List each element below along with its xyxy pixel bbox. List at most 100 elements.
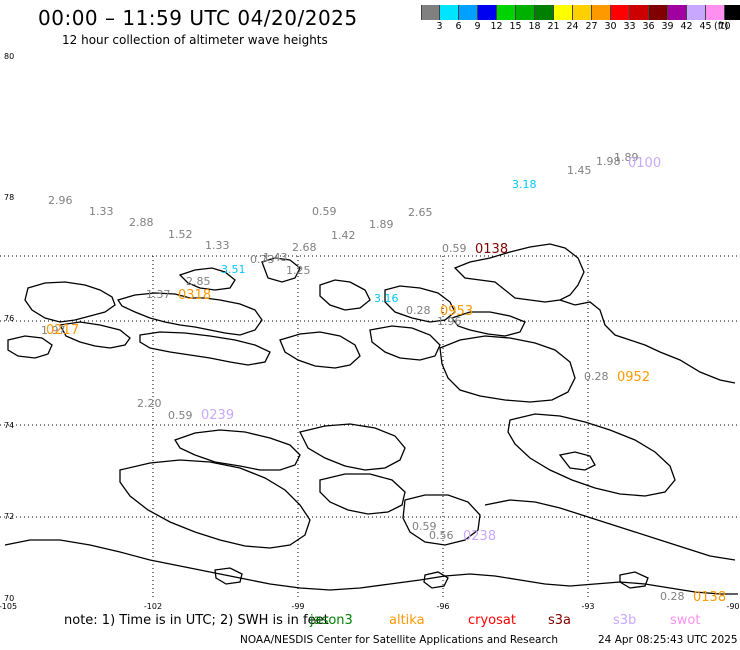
coastline-south-island-1 [174,429,301,471]
wave-height-value: 0.59 [312,205,337,218]
longitude-label: -96 [436,602,449,611]
wave-height-value: 0.56 [429,529,454,542]
wave-height-value: 2.68 [292,241,317,254]
satellite-legend-altika: altika [389,613,425,628]
coastline-west-island-3 [178,267,236,291]
wave-height-value: 1.98 [596,155,621,168]
coastline-boothia [402,494,481,546]
pass-time-label: 0952 [617,370,650,385]
coastline-small-2 [214,567,243,585]
axis-labels: 80 78 76 74 72 70-105 -102 -99 -96 -93 -90 [0,52,740,611]
wave-height-value: 2.96 [48,194,73,207]
wave-height-value: 1.52 [168,228,193,241]
latitude-label: 78 [4,193,14,202]
wave-height-value: 0.28 [584,370,609,383]
colorbar-swatch [725,5,740,20]
colorbar-swatch [687,5,706,20]
wave-height-value: 1.25 [286,264,311,277]
pass-time-label: 0100 [628,156,661,171]
coastline-small-1 [558,451,596,471]
satellite-legend-s3b: s3b [613,613,637,628]
colorbar-swatch [649,5,668,20]
wave-height-value: 3.51 [221,263,246,276]
coastline-northeast [559,299,736,384]
colorbar-tick-label: 24 [566,21,579,32]
latitude-label: 72 [4,512,14,521]
pass-time-label: 0217 [46,323,79,338]
colorbar-swatch [421,5,440,20]
coastlines [4,243,738,595]
wave-height-value: 2.20 [137,397,162,410]
longitude-label: -105 [0,602,17,611]
wave-height-value: 1.43 [263,251,288,264]
wave-height-value: 2.88 [129,216,154,229]
pass-time-label: 0318 [178,288,211,303]
wave-height-value: 2.85 [186,275,211,288]
wave-height-value: 1.42 [331,229,356,242]
wave-height-value: 2.65 [408,206,433,219]
wave-height-value: 1.96 [437,315,462,328]
wave-height-value: 1.33 [89,205,114,218]
coastline-southeast [484,499,736,561]
colorbar-swatch [554,5,573,20]
wave-height-value: 1.89 [369,218,394,231]
colorbar-unit: (ft) [714,21,729,32]
wave-height-value: 0.59 [412,520,437,533]
coastline-southeast-island [507,413,676,497]
wave-height-value: 3.16 [374,292,399,305]
colorbar-tick-label: 6 [455,21,462,32]
coastline-mid-island-3 [279,331,361,369]
coastline-west-island-4 [261,257,301,283]
coastline-south-center [319,473,406,515]
colorbar-swatch [516,5,535,20]
colorbar-swatch [535,5,554,20]
colorbar-tick-label: 9 [474,21,481,32]
wave-height-value: 1.45 [567,164,592,177]
colorbar-tick-label: 70 [718,21,731,32]
pass-time-label: 0138 [693,590,726,605]
colorbar-swatch [668,5,687,20]
coastline-mid-island-1 [58,321,131,349]
wave-height-value: 1.33 [205,239,230,252]
colorbar-tick-label: 15 [509,21,522,32]
coastline-west-island-2 [116,292,263,336]
colorbar-tick-label: 36 [642,21,655,32]
satellite-legend-cryosat: cryosat [468,613,516,628]
wave-height-colorbar [421,5,740,20]
map-subtitle: 12 hour collection of altimeter wave hei… [62,33,328,47]
colorbar-swatch [478,5,497,20]
wave-height-value: 1.37 [146,288,171,301]
colorbar-swatch [440,5,459,20]
coastline-west-island-1 [24,281,116,323]
colorbar-tick-label: 33 [623,21,636,32]
colorbar-swatch [706,5,725,20]
pass-time-label: 0953 [440,304,473,319]
map-title: 00:00 – 11:59 UTC 04/20/2025 [38,6,358,30]
wave-height-value: 1.89 [614,151,639,164]
colorbar-tick-label: 45 [699,21,712,32]
coastline-south-island-2 [299,423,406,471]
latitude-label: 76 [4,314,14,323]
timestamp: 24 Apr 08:25:43 UTC 2025 [598,634,738,646]
coastline-mid-island-2 [139,331,271,366]
satellite-legend-jason3: jason3 [310,613,353,628]
colorbar-tick-label: 39 [661,21,674,32]
colorbar-swatch [630,5,649,20]
colorbar-swatch [497,5,516,20]
wave-height-value: 0.73 [250,253,275,266]
satellite-legend-swot: swot [670,613,701,628]
coastline-northeast-2 [450,311,526,337]
coastline-devon-island [439,335,576,403]
colorbar-swatch [459,5,478,20]
colorbar-tick-label: 27 [585,21,598,32]
colorbar-tick-label: 12 [490,21,503,32]
coastline-north-island [453,243,585,303]
wave-height-value: 0.59 [442,242,467,255]
colorbar-tick-label: 21 [547,21,560,32]
colorbar-tick-label: 3 [436,21,443,32]
latitude-label: 80 [4,52,14,61]
footer-credit: NOAA/NESDIS Center for Satellite Applica… [240,634,738,646]
wave-height-value: 0.28 [406,304,431,317]
note-line: note: 1) Time is in UTC; 2) SWH is in fe… [64,613,700,628]
